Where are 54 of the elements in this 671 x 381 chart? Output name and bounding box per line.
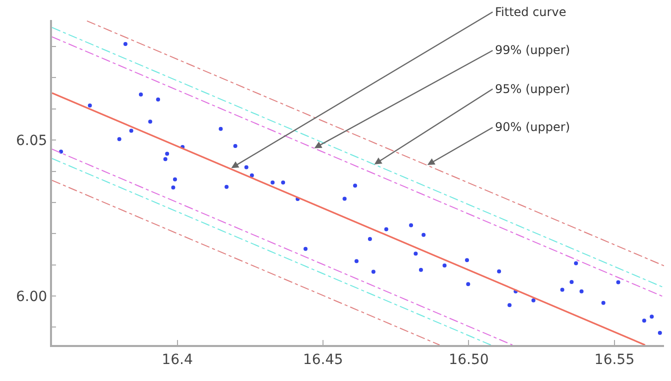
point	[123, 42, 128, 46]
point	[368, 236, 372, 241]
x-tick-label: 16.50	[448, 352, 489, 368]
point	[371, 270, 376, 274]
point	[342, 196, 347, 201]
point	[422, 232, 426, 237]
y-tick-label: 6.00	[16, 288, 48, 305]
point	[163, 157, 168, 162]
point	[508, 303, 512, 308]
point	[354, 259, 359, 264]
point	[560, 288, 564, 292]
point	[129, 128, 134, 133]
annotation: 99% (upper)	[495, 43, 570, 57]
point	[233, 144, 238, 148]
point	[165, 152, 170, 156]
point	[464, 258, 469, 262]
point	[117, 137, 122, 142]
annotation: 90% (upper)	[495, 120, 570, 134]
point	[409, 223, 414, 228]
point	[466, 282, 470, 286]
y-tick-label: 6.05	[16, 132, 48, 149]
point	[574, 261, 578, 266]
point	[281, 180, 286, 184]
point	[304, 246, 308, 251]
point	[601, 300, 606, 305]
point	[580, 289, 584, 294]
point	[148, 120, 152, 124]
annotation: 95% (upper)	[495, 82, 570, 96]
point	[250, 173, 254, 178]
point	[414, 252, 418, 256]
x-tick-label: 16.55	[594, 352, 635, 368]
point	[244, 165, 248, 170]
point	[353, 184, 358, 188]
point	[384, 227, 388, 232]
point	[172, 177, 177, 182]
point	[658, 330, 662, 335]
point	[270, 180, 275, 184]
x-tick-label: 16.4	[162, 352, 193, 368]
point	[442, 263, 447, 268]
point	[156, 98, 160, 102]
point	[418, 268, 423, 272]
point	[224, 184, 229, 189]
point	[531, 298, 536, 302]
point	[218, 126, 223, 131]
point	[570, 280, 574, 284]
point	[650, 314, 654, 319]
point	[88, 103, 92, 108]
point	[171, 185, 176, 190]
point	[642, 318, 646, 323]
x-tick-label: 16.45	[302, 352, 344, 368]
annotation: Fitted curve	[495, 5, 566, 19]
point	[616, 280, 620, 284]
point	[497, 269, 502, 274]
point	[138, 92, 143, 97]
